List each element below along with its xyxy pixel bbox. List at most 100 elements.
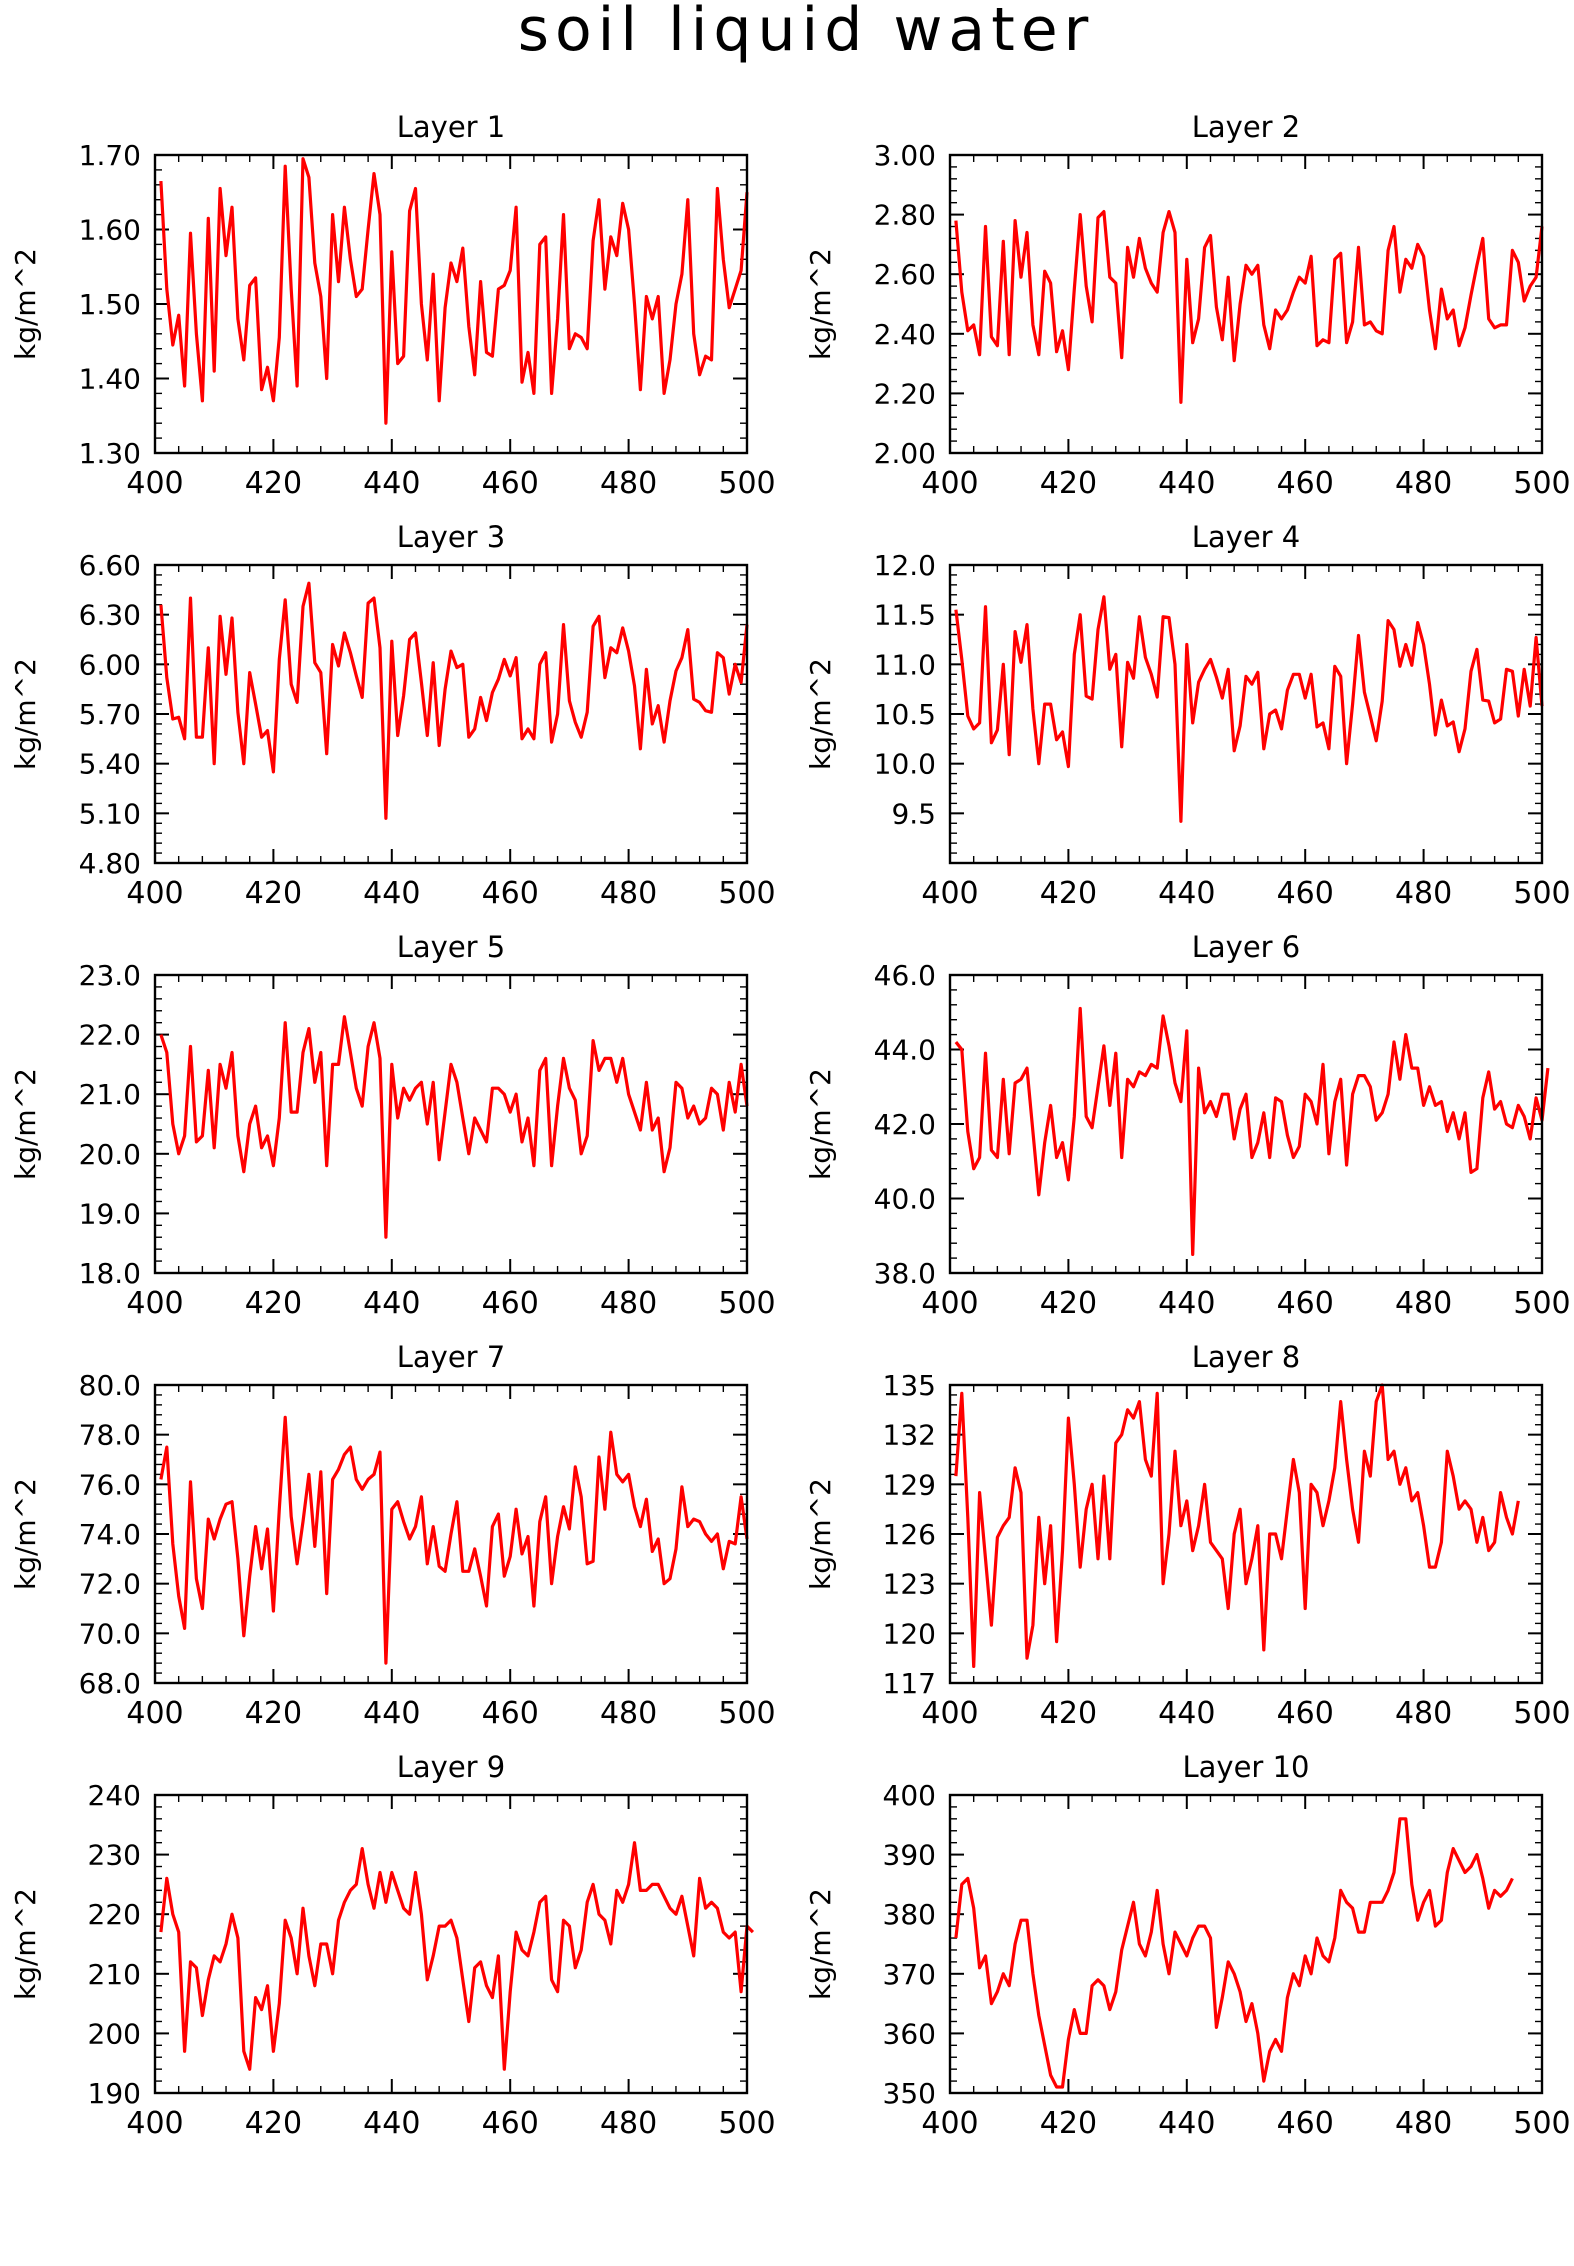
layer-9-xtick-label: 480 (600, 2106, 657, 2141)
layer-10-ytick-label: 380 (883, 1898, 936, 1931)
layer-5-xtick-label: 400 (126, 1286, 183, 1321)
layer-3-xtick-label: 440 (363, 876, 420, 911)
layer-6-xtick-label: 400 (921, 1286, 978, 1321)
layer-10-ytick-label: 400 (883, 1779, 936, 1812)
layer-4-ytick-label: 10.0 (874, 748, 936, 781)
layer-10-ylabel: kg/m^2 (804, 1888, 837, 2000)
layer-6-xtick-label: 440 (1158, 1286, 1215, 1321)
layer-10-ytick-label: 360 (883, 2017, 936, 2050)
layer-8-series-line (954, 1383, 1520, 1669)
layer-4-xtick-label: 480 (1395, 876, 1452, 911)
layer-5-xtick-label: 440 (363, 1286, 420, 1321)
layer-3-xtick-label: 400 (126, 876, 183, 911)
layer-6-title: Layer 6 (1192, 930, 1301, 964)
layer-5-xtick-label: 480 (600, 1286, 657, 1321)
layer-7-ytick-label: 78.0 (79, 1419, 141, 1452)
layer-9-ytick-label: 210 (88, 1958, 141, 1991)
layer-2-xtick-label: 440 (1158, 466, 1215, 501)
layer-4-ytick-label: 10.5 (874, 698, 936, 731)
layer-3-ytick-label: 5.70 (79, 698, 141, 731)
layer-5-ytick-label: 20.0 (79, 1138, 141, 1171)
layer-2-series-line (954, 210, 1544, 404)
layer-2-ytick-label: 2.40 (874, 318, 936, 351)
layer-10-xtick-label: 400 (921, 2106, 978, 2141)
layer-9-title: Layer 9 (397, 1750, 506, 1784)
layer-7-ytick-label: 74.0 (79, 1518, 141, 1551)
layer-9-ytick-label: 230 (88, 1839, 141, 1872)
layer-6-ytick-label: 38.0 (874, 1257, 936, 1290)
layer-7-ylabel: kg/m^2 (9, 1478, 42, 1590)
layer-9-xtick-label: 500 (718, 2106, 775, 2141)
layer-4-ytick-label: 9.5 (891, 797, 936, 830)
layer-1-ytick-label: 1.70 (79, 139, 141, 172)
layer-7-plot-frame (153, 1383, 749, 1685)
chart-panels: Layer 1 400 420 440 460 480 500 1.30 1.40 1.50 1.6… (9, 110, 1571, 2141)
chart-layer-2: Layer 2 400 420 440 460 480 500 2.00 2.20 2.40 2.6… (804, 110, 1571, 501)
layer-2-xtick-label: 480 (1395, 466, 1452, 501)
layer-2-title: Layer 2 (1192, 110, 1301, 144)
layer-5-ytick-label: 18.0 (79, 1257, 141, 1290)
chart-layer-10: Layer 10 400 420 440 460 480 500 350 360 370 380 39… (804, 1750, 1571, 2141)
layer-1-xtick-label: 460 (482, 466, 539, 501)
layer-4-xtick-label: 500 (1513, 876, 1570, 911)
layer-9-ytick-label: 240 (88, 1779, 141, 1812)
layer-8-ytick-label: 129 (883, 1468, 936, 1501)
layer-8-xtick-label: 460 (1277, 1696, 1334, 1731)
layer-6-xtick-label: 460 (1277, 1286, 1334, 1321)
layer-3-ytick-label: 6.30 (79, 599, 141, 632)
layer-10-xtick-label: 480 (1395, 2106, 1452, 2141)
layer-10-series-line (954, 1817, 1514, 2089)
layer-2-xtick-label: 420 (1040, 466, 1097, 501)
layer-9-plot-frame (153, 1793, 749, 2095)
layer-1-xtick-label: 400 (126, 466, 183, 501)
layer-5-series-line (159, 1015, 749, 1239)
layer-8-xtick-label: 400 (921, 1696, 978, 1731)
layer-4-ytick-label: 11.5 (874, 599, 936, 632)
layer-3-ytick-label: 5.10 (79, 797, 141, 830)
layer-5-ytick-label: 21.0 (79, 1078, 141, 1111)
layer-1-xtick-label: 420 (245, 466, 302, 501)
chart-layer-4: Layer 4 400 420 440 460 480 500 9.5 10.0 10.5 11.0… (804, 520, 1571, 911)
layer-9-xtick-label: 460 (482, 2106, 539, 2141)
layer-8-ylabel: kg/m^2 (804, 1478, 837, 1590)
layer-6-ytick-label: 44.0 (874, 1034, 936, 1067)
layer-8-plot-frame (948, 1383, 1544, 1685)
layer-1-xtick-label: 480 (600, 466, 657, 501)
layer-4-xtick-label: 400 (921, 876, 978, 911)
layer-3-xtick-label: 500 (718, 876, 775, 911)
chart-layer-8: Layer 8 400 420 440 460 480 500 117 120 123 126 129… (804, 1340, 1571, 1731)
layer-3-series-line (159, 581, 749, 820)
layer-2-xtick-label: 500 (1513, 466, 1570, 501)
layer-2-xtick-label: 460 (1277, 466, 1334, 501)
layer-6-ylabel: kg/m^2 (804, 1068, 837, 1180)
layer-8-xtick-label: 500 (1513, 1696, 1570, 1731)
layer-5-ylabel: kg/m^2 (9, 1068, 42, 1180)
layer-5-xtick-label: 420 (245, 1286, 302, 1321)
layer-4-ylabel: kg/m^2 (804, 658, 837, 770)
layer-9-ytick-label: 220 (88, 1898, 141, 1931)
layer-3-ytick-label: 6.00 (79, 648, 141, 681)
layer-1-title: Layer 1 (397, 110, 506, 144)
chart-layer-6: Layer 6 400 420 440 460 480 500 38.0 40.0 42.0 44.… (804, 930, 1571, 1321)
layer-2-ytick-label: 2.60 (874, 258, 936, 291)
layer-9-ytick-label: 190 (88, 2077, 141, 2110)
layer-7-ytick-label: 72.0 (79, 1568, 141, 1601)
layer-7-ytick-label: 68.0 (79, 1667, 141, 1700)
layer-4-xtick-label: 440 (1158, 876, 1215, 911)
layer-7-xtick-label: 440 (363, 1696, 420, 1731)
layer-8-xtick-label: 420 (1040, 1696, 1097, 1731)
chart-layer-7: Layer 7 400 420 440 460 480 500 68.0 70.0 72.0 74.… (9, 1340, 776, 1731)
layer-1-ytick-label: 1.30 (79, 437, 141, 470)
layer-7-ytick-label: 80.0 (79, 1369, 141, 1402)
chart-layer-1: Layer 1 400 420 440 460 480 500 1.30 1.40 1.50 1.6… (9, 110, 776, 501)
layer-1-ytick-label: 1.40 (79, 363, 141, 396)
layer-6-xtick-label: 480 (1395, 1286, 1452, 1321)
layer-7-xtick-label: 420 (245, 1696, 302, 1731)
layer-1-xtick-label: 440 (363, 466, 420, 501)
layer-1-plot-frame (153, 153, 749, 455)
layer-4-xtick-label: 420 (1040, 876, 1097, 911)
layer-3-ytick-label: 4.80 (79, 847, 141, 880)
layer-10-plot-frame (948, 1793, 1544, 2095)
layer-8-ytick-label: 123 (883, 1568, 936, 1601)
